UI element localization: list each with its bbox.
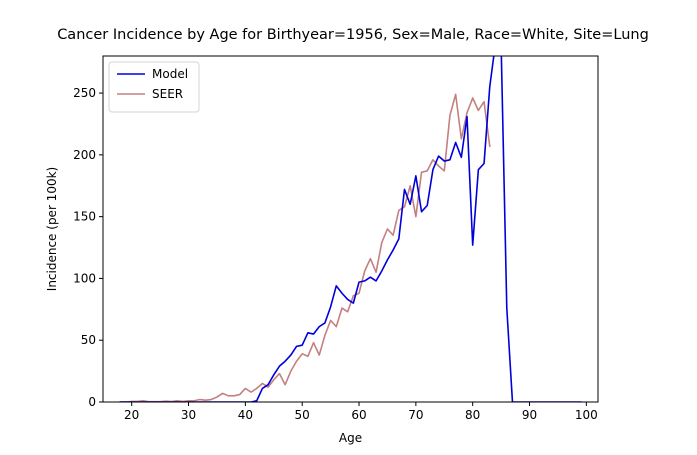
- y-tick-label: 0: [88, 395, 96, 409]
- legend: Model SEER: [108, 61, 200, 113]
- x-tick-label: 100: [575, 408, 598, 422]
- x-tick-label: 70: [408, 408, 423, 422]
- y-tick-label: 100: [73, 271, 96, 285]
- chart-title: Cancer Incidence by Age for Birthyear=19…: [57, 27, 649, 43]
- x-tick-label: 90: [522, 408, 537, 422]
- x-tick-label: 50: [295, 408, 310, 422]
- y-tick-label: 200: [73, 148, 96, 162]
- x-tick-label: 40: [238, 408, 253, 422]
- x-tick-label: 20: [124, 408, 139, 422]
- y-tick-label: 250: [73, 86, 96, 100]
- series-layer: [119, 56, 582, 402]
- x-tick-label: 60: [351, 408, 366, 422]
- y-axis-label: Incidence (per 100k): [45, 167, 59, 291]
- legend-label-model: Model: [152, 67, 188, 81]
- x-tick-label: 80: [465, 408, 480, 422]
- x-axis-label: Age: [339, 431, 362, 445]
- x-tick-label: 30: [181, 408, 196, 422]
- plot-frame: [102, 55, 599, 403]
- axes-layer: 20 30 40 50 60 70 80 90 100 0 50 100 150 200 250: [73, 86, 598, 422]
- y-tick-label: 150: [73, 210, 96, 224]
- y-tick-label: 50: [81, 333, 96, 347]
- series-line-model: [119, 56, 582, 402]
- legend-label-seer: SEER: [152, 87, 183, 101]
